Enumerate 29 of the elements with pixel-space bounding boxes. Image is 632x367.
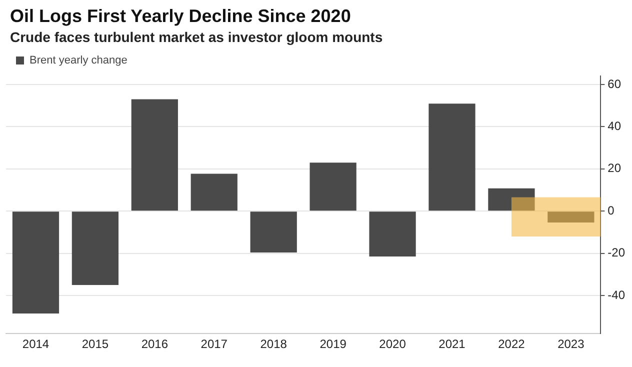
x-tick-label: 2017 xyxy=(200,337,228,352)
y-tick-label: 20 xyxy=(608,161,622,176)
bar xyxy=(72,212,119,286)
bar xyxy=(310,162,356,211)
x-tick-label: 2014 xyxy=(22,337,50,352)
y-tick-label: -40 xyxy=(608,288,626,302)
y-tick-label: 40 xyxy=(608,118,622,133)
y-tick-label: -20 xyxy=(608,246,626,260)
x-tick-label: 2018 xyxy=(260,337,288,352)
bar xyxy=(488,188,535,211)
x-tick-label: 2020 xyxy=(379,337,406,352)
bar xyxy=(131,99,178,211)
x-tick-label: 2021 xyxy=(438,337,466,352)
x-tick-label: 2023 xyxy=(558,337,585,352)
bar xyxy=(428,104,476,211)
x-tick-label: 2019 xyxy=(320,337,347,352)
x-tick-label: 2016 xyxy=(141,337,168,352)
bar xyxy=(12,212,60,314)
bar xyxy=(190,174,238,211)
legend-label: Brent yearly change xyxy=(30,54,128,67)
x-tick-label: 2015 xyxy=(82,337,109,352)
y-tick-label: 60 xyxy=(608,76,622,91)
x-tick-label: 2022 xyxy=(498,337,526,352)
bar xyxy=(250,212,297,253)
bar xyxy=(369,212,416,257)
chart-title: Oil Logs First Yearly Decline Since 2020 xyxy=(10,6,352,27)
y-tick-label: 0 xyxy=(608,203,615,218)
bar xyxy=(548,212,594,223)
chart-subtitle: Crude faces turbulent market as investor gloom mounts xyxy=(10,29,384,45)
